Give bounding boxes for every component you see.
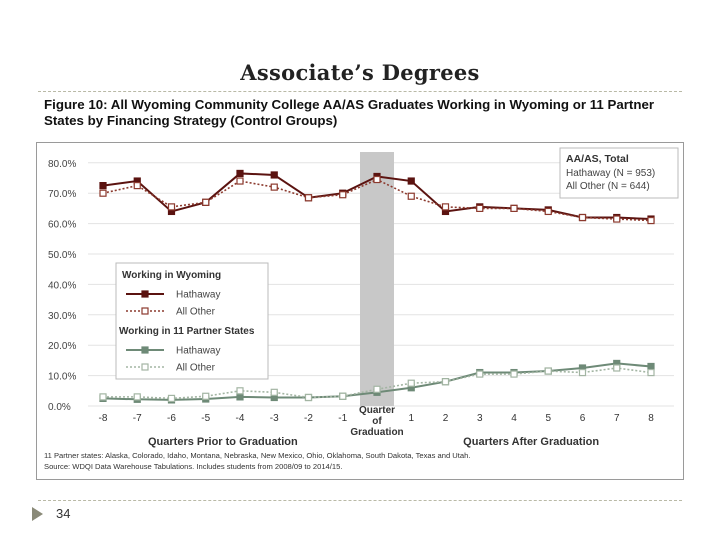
point-all-other-wyoming <box>578 213 587 222</box>
line-chart: 0.0% 10.0% 20.0% 30.0% 40.0% 50.0% 60.0% 70.0% 8… <box>36 142 684 480</box>
point-hathaway-partner-states <box>236 393 244 401</box>
point-all-other-partner-states <box>339 392 347 400</box>
x-tick-label: -5 <box>201 413 210 424</box>
footnote-partner-states: 11 Partner states: Alaska, Colorado, Ida… <box>44 451 470 460</box>
point-hathaway-wyoming <box>236 169 244 178</box>
point-all-other-partner-states <box>99 393 107 401</box>
x-tick-label: 2 <box>443 413 449 424</box>
point-all-other-wyoming <box>373 175 381 184</box>
point-hathaway-wyoming <box>407 177 415 185</box>
top-divider <box>38 91 682 92</box>
x-tick-label: -6 <box>167 413 176 424</box>
graduation-label: of <box>372 416 382 427</box>
x-tick-label: -2 <box>304 413 313 424</box>
point-all-other-partner-states <box>578 368 587 377</box>
x-tick-label: 4 <box>511 413 517 424</box>
figure-caption: Figure 10: All Wyoming Community College… <box>44 97 655 128</box>
x-axis-label-after: Quarters After Graduation <box>463 436 599 448</box>
x-tick-label: 1 <box>408 413 414 424</box>
point-all-other-partner-states <box>510 370 518 378</box>
point-hathaway-wyoming <box>270 171 278 179</box>
point-all-other-partner-states <box>476 370 484 378</box>
legend-swatch-marker-hathaway-partner-states <box>141 346 149 354</box>
x-tick-label: -3 <box>270 413 279 424</box>
point-all-other-wyoming <box>647 216 655 225</box>
legend-groups-box <box>115 262 269 380</box>
x-tick-label: 5 <box>545 413 551 424</box>
x-tick-label: 8 <box>648 413 654 424</box>
point-all-other-wyoming <box>167 203 176 211</box>
point-all-other-wyoming <box>476 204 484 213</box>
slide-title: Associate’s Degrees <box>240 60 480 85</box>
point-all-other-wyoming <box>613 215 621 223</box>
y-tick-label: 10.0% <box>48 372 76 383</box>
point-all-other-wyoming <box>133 181 141 190</box>
x-tick-label: -8 <box>99 413 108 424</box>
point-all-other-partner-states <box>544 367 552 375</box>
x-tick-label: 6 <box>580 413 586 424</box>
point-all-other-partner-states <box>647 368 655 377</box>
x-tick-label: 3 <box>477 413 483 424</box>
legend-label: Hathaway <box>176 290 220 301</box>
point-all-other-wyoming <box>441 203 450 211</box>
y-tick-label: 40.0% <box>48 280 76 291</box>
point-all-other-partner-states <box>373 385 381 393</box>
legend-swatch-marker-all-other-partner-states <box>141 363 149 371</box>
bottom-divider <box>38 500 682 501</box>
point-all-other-wyoming <box>339 191 347 199</box>
point-all-other-partner-states <box>202 392 210 400</box>
point-all-other-partner-states <box>304 393 313 402</box>
legend-partner-title: Working in 11 Partner States <box>119 326 255 337</box>
point-all-other-wyoming <box>544 207 552 216</box>
legend-total-entry: Hathaway (N = 953) <box>566 168 655 179</box>
point-all-other-wyoming <box>99 189 107 197</box>
x-axis-label-prior: Quarters Prior to Graduation <box>148 436 298 448</box>
chart-panel: 0.0% 10.0% 20.0% 30.0% 40.0% 50.0% 60.0% 70.0% 8… <box>36 142 684 480</box>
point-all-other-partner-states <box>407 379 415 387</box>
legend-total-entry: All Other (N = 644) <box>566 181 650 192</box>
point-all-other-partner-states <box>167 394 176 402</box>
legend-total-title: AA/AS, Total <box>566 153 629 165</box>
point-all-other-wyoming <box>304 194 313 202</box>
page-number: 34 <box>56 506 71 521</box>
y-tick-label: 0.0% <box>48 402 71 413</box>
y-tick-label: 30.0% <box>48 311 76 322</box>
graduation-quarter-highlight <box>360 152 394 406</box>
page-arrow-icon <box>32 507 43 521</box>
point-all-other-partner-states <box>441 378 450 386</box>
x-tick-label: 7 <box>614 413 620 424</box>
point-all-other-wyoming <box>236 177 244 185</box>
point-hathaway-partner-states <box>647 362 655 371</box>
point-all-other-wyoming <box>510 204 518 213</box>
point-all-other-partner-states <box>133 393 141 401</box>
graduation-label: Graduation <box>350 427 403 438</box>
legend-label: All Other <box>176 363 216 374</box>
x-tick-label: -1 <box>338 413 347 424</box>
legend-swatch-marker-hathaway-wyoming <box>141 290 149 298</box>
legend-swatch-marker-all-other-wyoming <box>141 307 149 315</box>
point-all-other-wyoming <box>202 198 210 206</box>
point-all-other-wyoming <box>407 192 415 200</box>
x-tick-label: -7 <box>133 413 142 424</box>
legend-label: Hathaway <box>176 346 220 357</box>
y-tick-label: 50.0% <box>48 250 76 261</box>
legend-wyoming-title: Working in Wyoming <box>122 270 221 281</box>
y-tick-label: 60.0% <box>48 220 76 231</box>
x-tick-label: -4 <box>236 413 245 424</box>
point-hathaway-wyoming <box>99 181 107 190</box>
footnote-source: Source: WDQI Data Warehouse Tabulations.… <box>44 462 342 471</box>
point-all-other-partner-states <box>613 364 621 372</box>
legend-label: All Other <box>176 307 216 318</box>
point-all-other-partner-states <box>236 387 244 395</box>
y-tick-label: 70.0% <box>48 189 76 200</box>
y-tick-label: 80.0% <box>48 159 76 170</box>
y-tick-label: 20.0% <box>48 341 76 352</box>
graduation-label: Quarter <box>359 405 395 416</box>
legend-total-box <box>559 147 679 199</box>
point-all-other-partner-states <box>270 388 278 396</box>
point-all-other-wyoming <box>270 183 278 191</box>
